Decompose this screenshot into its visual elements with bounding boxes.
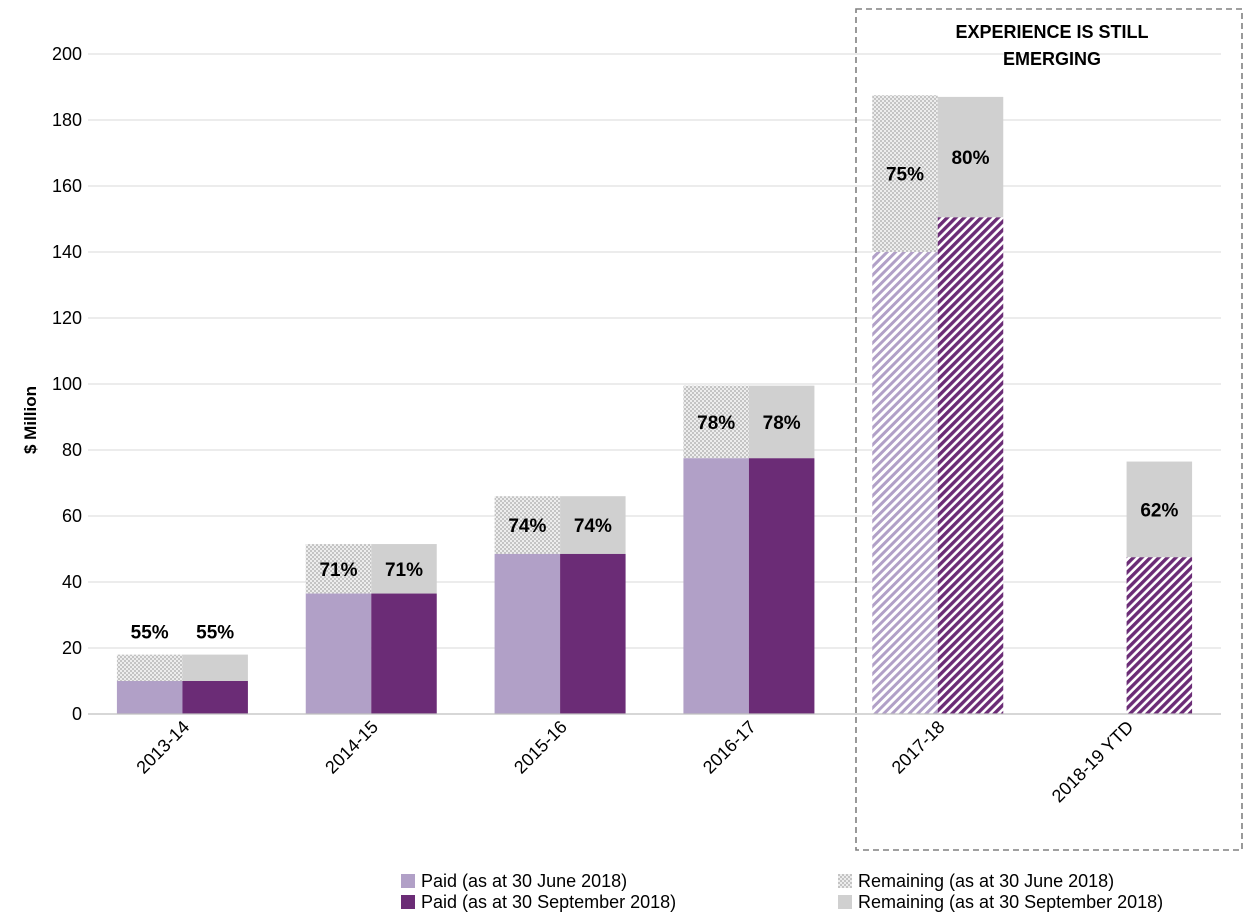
bar-remaining-september-2014-15 — [371, 544, 437, 594]
data-label-september-2014-15: 71% — [385, 560, 423, 581]
x-tick-2018-19 YTD: 2018-19 YTD — [1048, 717, 1138, 807]
annotation-line-2: EMERGING — [1003, 49, 1101, 69]
bar-paid-september-2013-14 — [182, 681, 248, 714]
x-tick-2017-18: 2017-18 — [888, 717, 949, 778]
bar-remaining-june-2017-18 — [872, 95, 938, 252]
bar-paid-june-2013-14 — [116, 681, 183, 714]
bar-remaining-june-2016-17 — [683, 385, 749, 459]
legend: Paid (as at 30 June 2018) Paid (as at 30… — [401, 871, 1163, 912]
legend-swatch-paid-september — [401, 895, 415, 909]
y-tick-80: 80 — [62, 440, 82, 460]
bars — [116, 95, 1193, 714]
y-tick-20: 20 — [62, 638, 82, 658]
legend-label-paid-september: Paid (as at 30 September 2018) — [421, 892, 676, 912]
x-tick-2016-17: 2016-17 — [699, 717, 760, 778]
legend-label-remaining-september: Remaining (as at 30 September 2018) — [858, 892, 1163, 912]
x-tick-2015-16: 2015-16 — [510, 717, 571, 778]
y-tick-120: 120 — [52, 308, 82, 328]
x-tick-2014-15: 2014-15 — [321, 717, 382, 778]
legend-label-paid-june: Paid (as at 30 June 2018) — [421, 871, 627, 891]
x-tick-2013-14: 2013-14 — [132, 717, 193, 778]
bar-remaining-september-2016-17 — [748, 385, 815, 459]
data-label-june-2014-15: 71% — [319, 560, 357, 581]
bar-remaining-september-2015-16 — [560, 496, 626, 554]
legend-swatch-remaining-june — [838, 874, 852, 888]
y-axis-label: $ Million — [21, 386, 40, 454]
bar-paid-june-2017-18 — [872, 252, 938, 714]
bar-remaining-june-2015-16 — [494, 496, 561, 554]
data-label-june-2013-14: 55% — [131, 623, 169, 644]
bar-remaining-september-2013-14 — [182, 654, 248, 681]
data-label-september-2016-17: 78% — [763, 413, 801, 434]
gridlines — [88, 53, 1221, 649]
y-axis-ticks: 0 20 40 60 80 100 120 140 160 180 200 — [52, 44, 82, 724]
legend-label-remaining-june: Remaining (as at 30 June 2018) — [858, 871, 1114, 891]
bar-paid-september-2015-16 — [560, 553, 626, 714]
y-tick-40: 40 — [62, 572, 82, 592]
data-label-june-2015-16: 74% — [508, 516, 546, 537]
data-label-june-2017-18: 75% — [886, 165, 924, 186]
y-tick-160: 160 — [52, 176, 82, 196]
y-tick-200: 200 — [52, 44, 82, 64]
x-axis-ticks: 2013-14 2014-15 2015-16 2016-17 2017-18 2018-… — [132, 717, 1137, 807]
bar-remaining-june-2014-15 — [305, 544, 372, 594]
data-labels: 55% 55% 71% 71% 74% 74% 78% 78% 75% 80% 62% — [131, 148, 1179, 643]
data-label-september-2017-18: 80% — [951, 148, 989, 169]
data-label-september-2018-19 YTD: 62% — [1140, 500, 1178, 521]
bar-remaining-september-2018-19 YTD — [1126, 461, 1193, 558]
y-tick-60: 60 — [62, 506, 82, 526]
legend-swatch-paid-june — [401, 874, 415, 888]
bar-paid-june-2016-17 — [683, 458, 749, 714]
data-label-september-2013-14: 55% — [196, 623, 234, 644]
bar-paid-september-2017-18 — [937, 217, 1004, 714]
bar-remaining-september-2017-18 — [937, 96, 1004, 218]
bar-remaining-june-2013-14 — [116, 654, 183, 681]
y-tick-180: 180 — [52, 110, 82, 130]
y-tick-140: 140 — [52, 242, 82, 262]
bar-paid-september-2018-19 YTD — [1126, 557, 1193, 714]
y-tick-0: 0 — [72, 704, 82, 724]
bar-paid-june-2014-15 — [305, 593, 372, 714]
bar-paid-september-2016-17 — [748, 458, 815, 714]
y-tick-100: 100 — [52, 374, 82, 394]
data-label-september-2015-16: 74% — [574, 516, 612, 537]
bar-paid-june-2015-16 — [494, 553, 561, 714]
legend-swatch-remaining-september — [838, 895, 852, 909]
data-label-june-2016-17: 78% — [697, 413, 735, 434]
annotation-line-1: EXPERIENCE IS STILL — [955, 22, 1148, 42]
emerging-experience-box — [855, 8, 1243, 851]
bar-paid-september-2014-15 — [371, 593, 437, 714]
